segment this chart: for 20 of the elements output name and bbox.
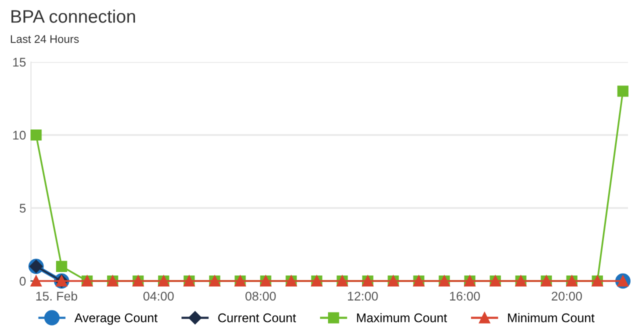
x-tick-label: 08:00 [245, 292, 276, 301]
x-tick-label: 20:00 [552, 292, 582, 301]
x-tick-label: 04:00 [143, 292, 174, 301]
y-tick-label: 5 [20, 204, 26, 213]
y-tick-label: 15 [13, 58, 26, 67]
legend-label: Average Count [74, 313, 158, 325]
x-tick-label: 12:00 [348, 292, 378, 301]
x-tick-label: 15. Feb [36, 291, 78, 301]
legend-label: Maximum Count [357, 313, 447, 322]
chart-title: BPA connection [11, 10, 135, 23]
legend-label: Current Count [218, 313, 296, 322]
point [56, 260, 68, 272]
point [30, 129, 42, 141]
point [30, 275, 42, 287]
point [617, 86, 628, 97]
chart-subtitle: Last 24 Hours [10, 35, 79, 43]
legend-label: Minimum Count [508, 313, 594, 322]
y-tick-label: 10 [13, 130, 26, 140]
y-tick-label: 0 [20, 276, 26, 286]
x-tick-label: 16:00 [450, 292, 480, 301]
